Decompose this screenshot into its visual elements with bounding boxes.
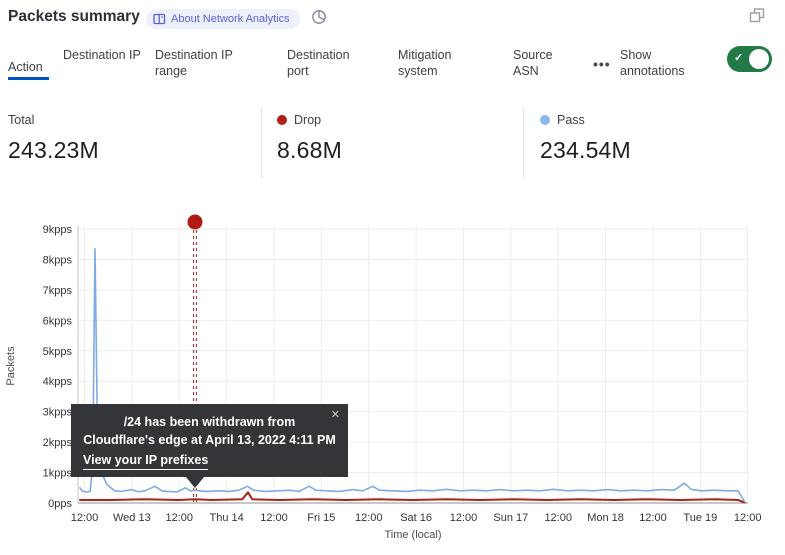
x-tick-label: Thu 14 bbox=[209, 512, 243, 524]
tab-destination-ip[interactable]: Destination IP bbox=[63, 48, 141, 62]
show-annotations-label: Show annotations bbox=[620, 48, 685, 78]
stat-divider bbox=[261, 108, 262, 178]
check-icon: ✓ bbox=[734, 52, 744, 64]
show-annotations-toggle[interactable]: ✓ bbox=[727, 46, 772, 72]
badge-label: About Network Analytics bbox=[171, 13, 290, 25]
annotation-marker[interactable] bbox=[187, 214, 203, 230]
y-tick-label: 5kpps bbox=[43, 346, 73, 358]
pass-legend-dot bbox=[540, 115, 550, 125]
x-tick-label: 12:00 bbox=[260, 512, 288, 524]
y-tick-label: 3kpps bbox=[43, 407, 73, 419]
series-drop bbox=[79, 491, 746, 504]
x-tick-label: 12:00 bbox=[639, 512, 667, 524]
y-tick-label: 1kpps bbox=[43, 468, 73, 480]
tooltip-pointer bbox=[186, 477, 204, 488]
tab-mitigation-system[interactable]: Mitigation system bbox=[398, 48, 452, 78]
tab-action[interactable]: Action bbox=[8, 60, 43, 74]
y-tick-label: 7kpps bbox=[43, 285, 73, 297]
x-tick-label: Tue 19 bbox=[683, 512, 717, 524]
x-tick-label: 12:00 bbox=[734, 512, 762, 524]
y-tick-label: 6kpps bbox=[43, 315, 73, 327]
book-icon bbox=[153, 13, 166, 25]
stat-drop-value: 8.68M bbox=[277, 137, 342, 163]
stat-total-value: 243.23M bbox=[8, 137, 99, 163]
series-pass bbox=[79, 248, 746, 503]
x-axis-title: Time (local) bbox=[384, 529, 441, 541]
more-tabs-button[interactable]: ••• bbox=[593, 56, 611, 72]
stat-total: Total 243.23M bbox=[8, 112, 99, 164]
annotation-tooltip: ✕ /24 has been withdrawn from Cloudflare… bbox=[71, 404, 348, 488]
x-tick-label: 12:00 bbox=[544, 512, 572, 524]
page-title: Packets summary bbox=[8, 8, 140, 25]
x-tick-label: 12:00 bbox=[355, 512, 383, 524]
y-axis-title: Packets bbox=[5, 346, 17, 386]
x-tick-label: Sat 16 bbox=[400, 512, 432, 524]
tab-destination-port[interactable]: Destination port bbox=[287, 48, 350, 78]
packets-time-series-chart[interactable]: 0pps 1kpps 2kpps 3kpps 4kpps 5kpps 6kpps 7kpps 8… bbox=[0, 205, 785, 555]
stat-total-label: Total bbox=[8, 113, 35, 127]
y-tick-label: 2kpps bbox=[43, 437, 73, 449]
open-in-window-icon[interactable] bbox=[749, 8, 765, 23]
stat-drop-label: Drop bbox=[294, 113, 322, 127]
x-tick-label: Mon 18 bbox=[587, 512, 624, 524]
x-tick-label: 12:00 bbox=[450, 512, 478, 524]
view-ip-prefixes-link[interactable]: View your IP prefixes bbox=[83, 451, 209, 470]
tooltip-message-line2: Cloudflare's edge at April 13, 2022 4:11… bbox=[83, 433, 336, 447]
y-tick-label: 0pps bbox=[48, 498, 72, 510]
y-tick-label: 8kpps bbox=[43, 254, 73, 266]
tooltip-message-line1: /24 has been withdrawn from bbox=[123, 415, 296, 429]
x-tick-label: Wed 13 bbox=[113, 512, 151, 524]
stat-drop: Drop 8.68M bbox=[277, 112, 342, 164]
close-icon[interactable]: ✕ bbox=[330, 409, 340, 421]
stat-pass-value: 234.54M bbox=[540, 137, 631, 163]
about-network-analytics-badge[interactable]: About Network Analytics bbox=[146, 9, 300, 29]
stat-pass-label: Pass bbox=[557, 113, 585, 127]
drop-legend-dot bbox=[277, 115, 287, 125]
y-tick-label: 9kpps bbox=[43, 224, 73, 236]
active-tab-underline bbox=[8, 77, 49, 80]
x-tick-label: Fri 15 bbox=[307, 512, 335, 524]
x-tick-label: 12:00 bbox=[165, 512, 193, 524]
x-tick-label: Sun 17 bbox=[493, 512, 528, 524]
x-tick-label: 12:00 bbox=[71, 512, 99, 524]
stat-pass: Pass 234.54M bbox=[540, 112, 631, 164]
y-tick-label: 4kpps bbox=[43, 376, 73, 388]
time-period-icon[interactable] bbox=[311, 9, 327, 25]
toggle-knob bbox=[749, 49, 769, 69]
tab-destination-ip-range[interactable]: Destination IP range bbox=[155, 48, 233, 78]
stat-divider bbox=[523, 108, 524, 178]
tab-source-asn[interactable]: Source ASN bbox=[513, 48, 553, 78]
